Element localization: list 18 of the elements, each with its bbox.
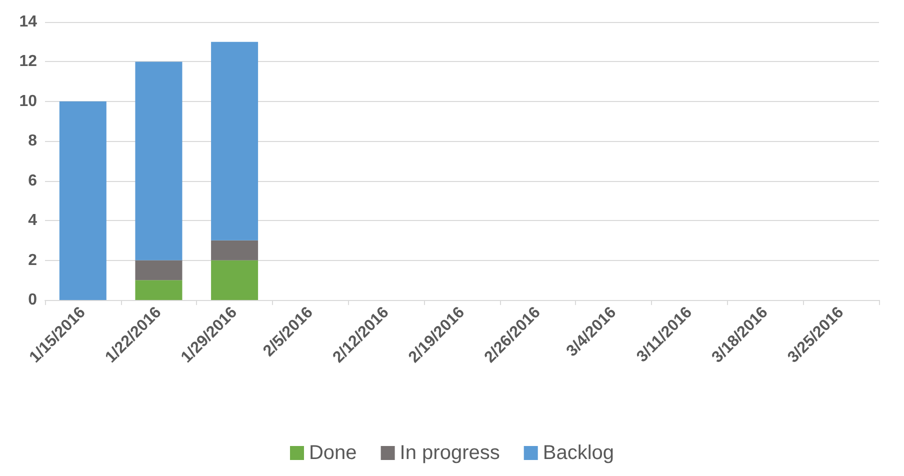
y-tick-label: 12 [19,53,38,70]
y-tick-label: 0 [28,292,38,308]
bar [211,42,258,240]
y-tick-label: 10 [19,92,38,110]
legend-label: Done [308,442,357,464]
y-tick-label: 2 [28,252,38,269]
y-tick-label: 8 [28,132,38,150]
y-tick-label: 4 [28,212,38,230]
bar [211,260,258,300]
y-tick-label: 14 [19,14,38,30]
y-tick-label: 6 [28,172,38,190]
bar [59,101,106,300]
bar [135,62,182,260]
bar [211,240,258,260]
bar [135,260,182,280]
legend-label: Backlog [542,442,614,464]
bar [135,280,182,300]
legend-label: In progress [400,442,500,464]
